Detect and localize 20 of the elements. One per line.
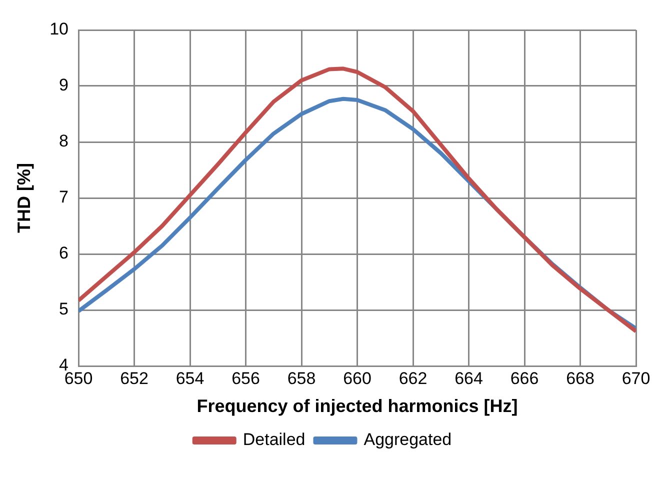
x-tick-label: 662	[398, 368, 428, 388]
x-tick-label: 656	[232, 368, 260, 388]
x-tick-label: 666	[510, 368, 539, 388]
x-tick-label: 654	[176, 368, 204, 388]
y-tick-label: 6	[59, 244, 69, 263]
y-tick-label: 5	[59, 300, 69, 319]
y-tick-label: 8	[59, 132, 69, 151]
x-tick-label: 658	[287, 368, 316, 388]
legend-label: Aggregated	[364, 430, 452, 450]
x-axis-title: Frequency of injected harmonics [Hz]	[196, 396, 518, 416]
y-tick-label: 9	[59, 76, 69, 95]
x-tick-label: 664	[454, 368, 483, 388]
x-tick-label: 668	[566, 368, 594, 388]
y-tick-label: 10	[50, 20, 69, 39]
legend-label: Detailed	[242, 430, 306, 450]
x-tick-label: 652	[120, 368, 148, 388]
x-tick-label: 670	[622, 368, 650, 388]
y-tick-label: 7	[59, 188, 69, 207]
y-axis-title: THD [%]	[14, 163, 34, 233]
x-tick-label: 660	[343, 368, 372, 388]
